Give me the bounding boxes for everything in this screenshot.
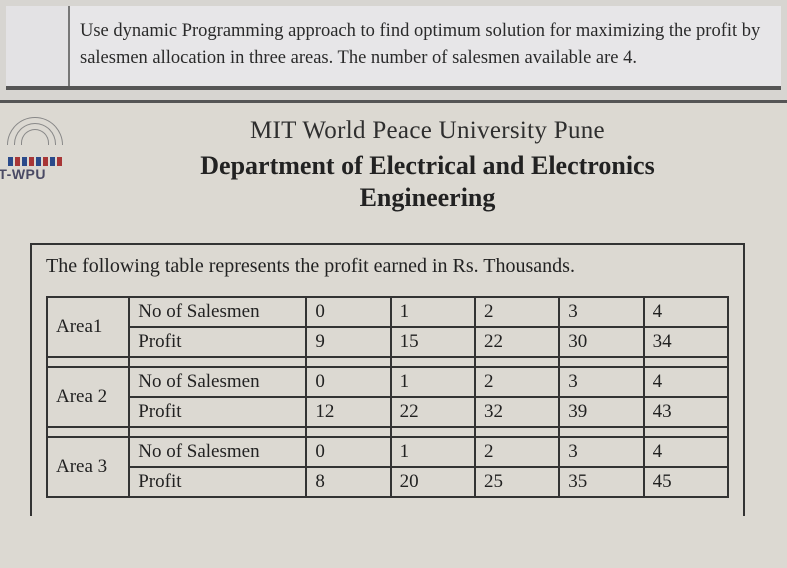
value-cell: 8 [306,467,390,497]
value-cell: 2 [475,297,559,327]
value-cell: 9 [306,327,390,357]
value-cell: 22 [391,397,475,427]
value-cell: 0 [306,297,390,327]
area-name-cell: Area1 [47,297,129,357]
gap-row [47,427,728,437]
value-cell: 45 [644,467,728,497]
value-cell: 34 [644,327,728,357]
row-label-cell: Profit [129,467,306,497]
question-panel: Use dynamic Programming approach to find… [6,6,781,90]
value-cell: 1 [391,437,475,467]
value-cell: 0 [306,367,390,397]
row-label-cell: No of Salesmen [129,437,306,467]
row-label-cell: Profit [129,397,306,427]
content-section: The following table represents the profi… [30,243,745,516]
row-label-cell: Profit [129,327,306,357]
value-cell: 1 [391,367,475,397]
value-cell: 3 [559,437,643,467]
value-cell: 43 [644,397,728,427]
table-row: Profit915223034 [47,327,728,357]
university-logo: IT-WPU [0,113,77,182]
value-cell: 22 [475,327,559,357]
area-name-cell: Area 3 [47,437,129,497]
table-row: Area 2No of Salesmen01234 [47,367,728,397]
value-cell: 20 [391,467,475,497]
gap-row [47,357,728,367]
value-cell: 12 [306,397,390,427]
value-cell: 39 [559,397,643,427]
row-label-cell: No of Salesmen [129,367,306,397]
question-number-stub [6,6,70,86]
value-cell: 15 [391,327,475,357]
document-header: MIT World Peace University Pune Departme… [0,117,765,213]
university-name: MIT World Peace University Pune [90,117,765,145]
value-cell: 35 [559,467,643,497]
value-cell: 4 [644,367,728,397]
table-row: Area 3No of Salesmen01234 [47,437,728,467]
value-cell: 2 [475,437,559,467]
value-cell: 3 [559,367,643,397]
value-cell: 4 [644,437,728,467]
area-name-cell: Area 2 [47,367,129,427]
logo-label: IT-WPU [0,166,77,182]
question-text: Use dynamic Programming approach to find… [70,6,781,86]
value-cell: 25 [475,467,559,497]
department-line2: Engineering [90,183,765,213]
value-cell: 3 [559,297,643,327]
department-line1: Department of Electrical and Electronics [90,151,765,181]
table-intro: The following table represents the profi… [46,255,729,278]
row-label-cell: No of Salesmen [129,297,306,327]
table-row: Profit1222323943 [47,397,728,427]
table-row: Area1No of Salesmen01234 [47,297,728,327]
value-cell: 32 [475,397,559,427]
logo-stripes-icon [0,157,77,166]
profit-table: Area1No of Salesmen01234Profit915223034A… [46,296,729,498]
document-body: IT-WPU MIT World Peace University Pune D… [0,100,787,568]
table-row: Profit820253545 [47,467,728,497]
value-cell: 1 [391,297,475,327]
logo-dome-icon [7,113,63,153]
value-cell: 4 [644,297,728,327]
value-cell: 30 [559,327,643,357]
value-cell: 0 [306,437,390,467]
value-cell: 2 [475,367,559,397]
